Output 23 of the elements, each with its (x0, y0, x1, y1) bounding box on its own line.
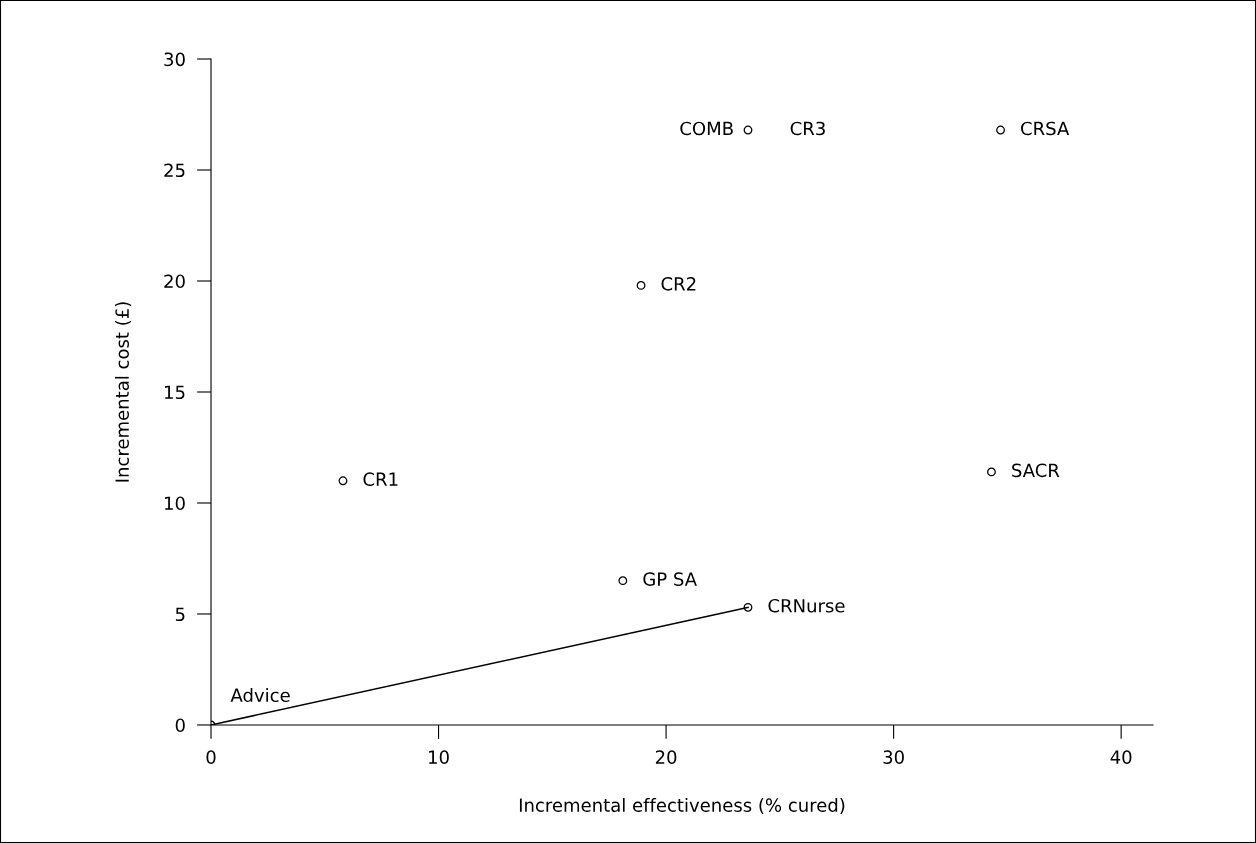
y-tick-label: 30 (164, 52, 185, 67)
x-axis-title: Incremental effectiveness (% cured) (519, 798, 845, 815)
annotation: Advice (230, 688, 290, 703)
y-tick-label: 20 (164, 274, 185, 289)
x-tick-label: 0 (206, 750, 216, 764)
y-tick-label: 25 (164, 163, 185, 178)
annotation: CRNurse (768, 598, 845, 613)
y-tick-label: 0 (175, 718, 185, 733)
annotation: COMB (680, 121, 733, 136)
y-tick-label: 10 (165, 496, 185, 511)
x-tick-label: 40 (1110, 750, 1132, 764)
y-tick-label: 5 (175, 607, 185, 622)
y-axis-title: Incremental cost (£) (115, 302, 132, 482)
annotation: CRSA (1021, 121, 1070, 136)
x-tick-label: 10 (429, 750, 449, 764)
x-tick-label: 30 (883, 750, 904, 764)
y-tick-label: 15 (165, 385, 185, 400)
annotation: GP SA (643, 572, 697, 586)
x-tick-label: 20 (655, 750, 677, 764)
annotation: CR2 (661, 277, 696, 291)
annotation: CR3 (790, 121, 825, 136)
annotation: CR1 (363, 472, 398, 487)
annotation: SACR (1012, 463, 1060, 478)
